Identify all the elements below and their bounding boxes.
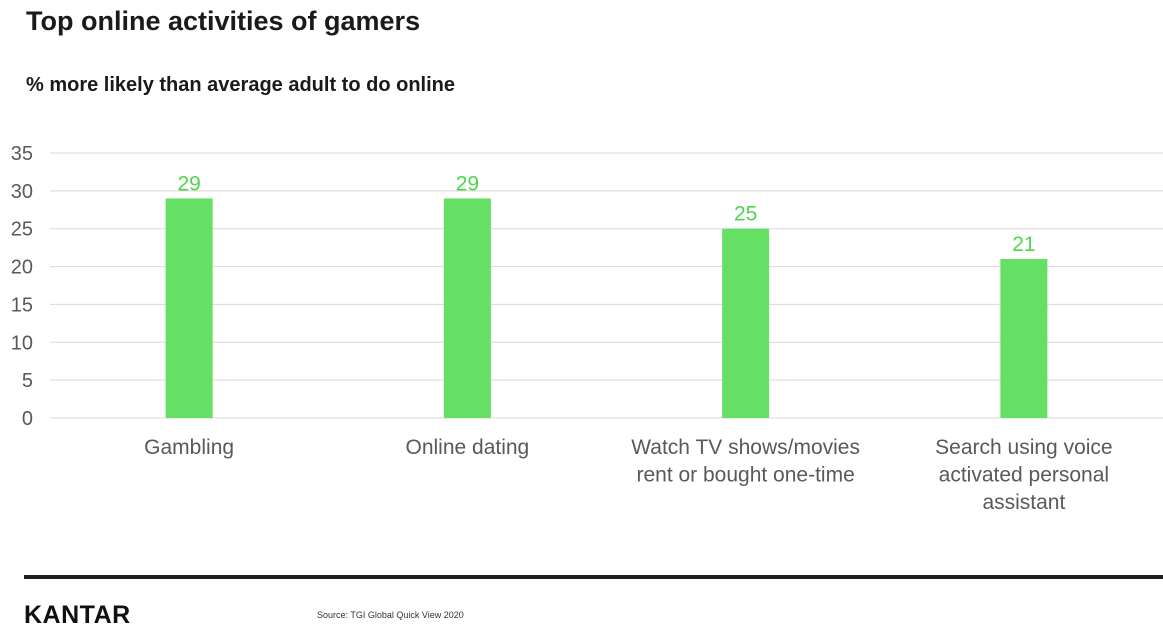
chart-title: Top online activities of gamers [26, 6, 421, 36]
y-tick-label: 0 [22, 408, 33, 430]
data-label: 21 [1012, 233, 1035, 256]
y-tick-label: 15 [11, 294, 33, 316]
data-label: 25 [734, 203, 757, 226]
x-tick-label: assistant [982, 491, 1065, 514]
y-tick-label: 10 [11, 332, 33, 354]
bar [443, 198, 491, 418]
x-tick-label: rent or bought one-time [636, 464, 854, 487]
bar [722, 228, 770, 418]
data-label: 29 [456, 172, 479, 195]
kantar-logo: KANTAR [24, 601, 131, 629]
x-tick-label: Search using voice [935, 436, 1112, 459]
y-tick-label: 5 [22, 370, 33, 392]
x-tick-label: Online dating [405, 436, 529, 459]
footer-divider [24, 575, 1163, 579]
y-tick-label: 25 [11, 219, 33, 241]
bar [1000, 259, 1048, 418]
x-tick-label: activated personal [939, 464, 1109, 487]
source-note: Source: TGI Global Quick View 2020 [317, 610, 464, 620]
bar-chart: 0 5 10 15 20 25 30 35 29 Gambling 29 Online dating 2… [11, 143, 1163, 514]
data-label: 29 [177, 172, 200, 195]
x-tick-label: Watch TV shows/movies [631, 436, 860, 459]
y-tick-label: 30 [11, 181, 33, 203]
bar [165, 198, 213, 418]
chart-subtitle: % more likely than average adult to do o… [26, 74, 455, 96]
x-tick-label: Gambling [144, 436, 234, 459]
y-tick-label: 35 [11, 143, 33, 165]
y-tick-label: 20 [11, 257, 33, 279]
